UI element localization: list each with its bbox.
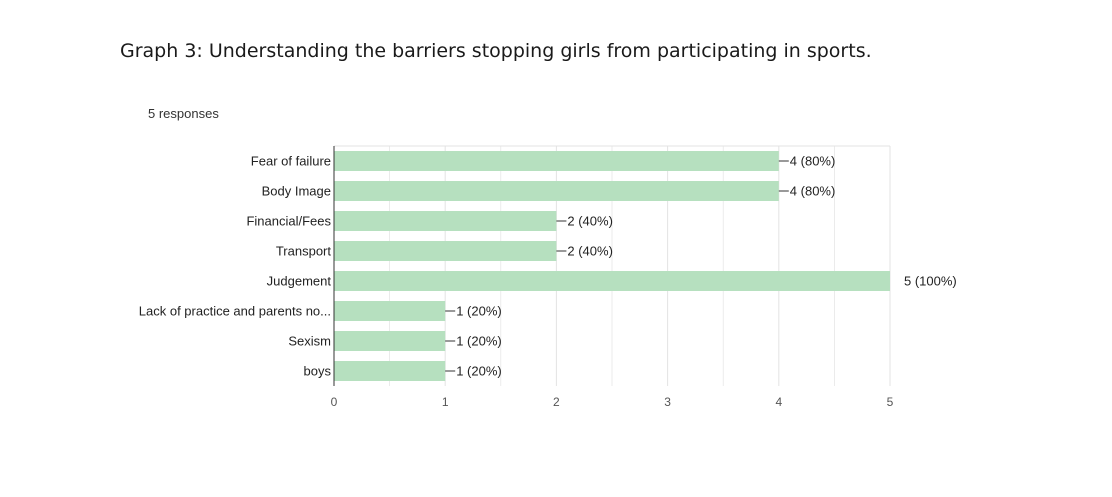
bar [334,361,446,381]
category-label: Financial/Fees [246,214,331,229]
data-label: 1 (20%) [456,304,502,319]
bar [334,301,446,321]
data-label: 4 (80%) [790,154,836,169]
x-tick-label: 3 [664,395,671,409]
bar [334,181,779,201]
bars [334,151,890,381]
x-tick-label: 4 [775,395,782,409]
category-label: Transport [276,244,332,259]
category-label: Sexism [288,334,331,349]
data-label: 2 (40%) [567,214,613,229]
data-label: 2 (40%) [567,244,613,259]
category-label: Body Image [262,184,331,199]
category-label: Fear of failure [251,154,331,169]
data-label: 1 (20%) [456,334,502,349]
data-label: 5 (100%) [904,274,957,289]
category-label: boys [304,364,332,379]
data-label: 1 (20%) [456,364,502,379]
bar [334,151,779,171]
bar [334,241,557,261]
x-tick-label: 2 [553,395,560,409]
labels: 0 1 2 3 4 5 Fear of failure 4 (80%) Body Image 4 … [139,154,957,410]
bar [334,271,890,291]
x-tick-label: 5 [887,395,894,409]
bar [334,331,446,351]
data-label: 4 (80%) [790,184,836,199]
bar [334,211,557,231]
x-tick-label: 1 [442,395,449,409]
category-label: Judgement [267,274,332,289]
responses-count: 5 responses [148,106,219,121]
category-label: Lack of practice and parents no... [139,304,331,319]
x-tick-label: 0 [331,395,338,409]
page-title: Graph 3: Understanding the barriers stop… [120,40,872,62]
